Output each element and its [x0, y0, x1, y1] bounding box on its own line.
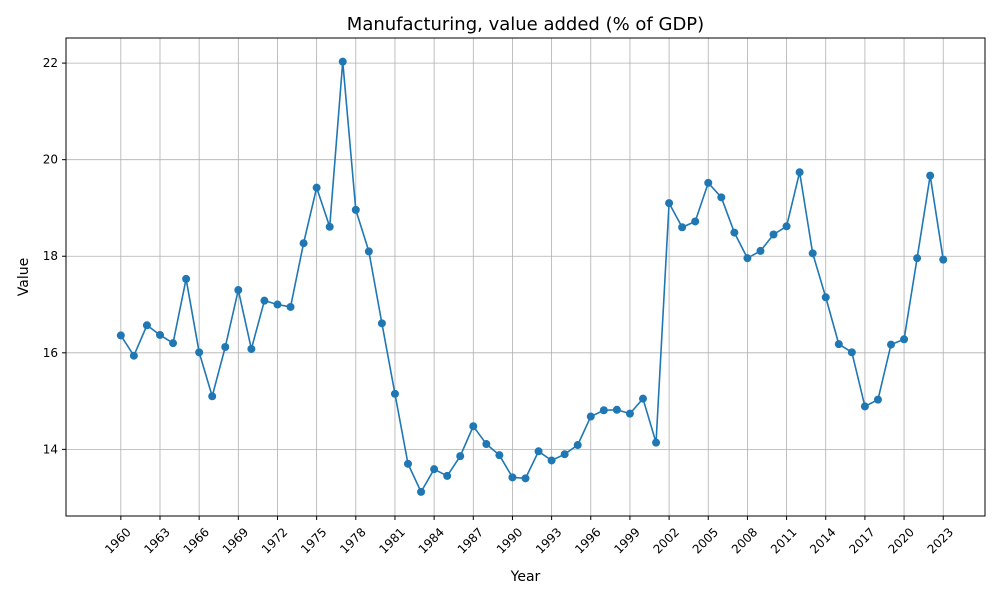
data-point [743, 254, 752, 263]
data-point [534, 447, 543, 456]
data-point [351, 205, 360, 214]
data-point [678, 223, 687, 232]
data-point [417, 487, 426, 496]
data-point [586, 412, 595, 421]
grid-lines [66, 38, 985, 516]
data-point [808, 249, 817, 258]
data-point [299, 239, 308, 248]
chart-title: Manufacturing, value added (% of GDP) [347, 14, 704, 35]
data-point [521, 474, 530, 483]
data-point [756, 246, 765, 255]
data-point [221, 343, 230, 352]
data-point [847, 348, 856, 357]
data-point [730, 228, 739, 237]
data-point [821, 293, 830, 302]
data-point [469, 422, 478, 431]
data-point [599, 406, 608, 415]
data-point [508, 473, 517, 482]
data-point [573, 441, 582, 450]
data-point [404, 459, 413, 468]
data-point [939, 255, 948, 264]
data-point [834, 340, 843, 349]
y-tick-label: 20 [43, 153, 58, 167]
data-point [782, 222, 791, 231]
plot-area-frame [65, 37, 986, 517]
data-point [717, 193, 726, 202]
data-point [625, 409, 634, 418]
data-point [338, 57, 347, 66]
data-point [638, 394, 647, 403]
series-line [120, 60, 945, 493]
data-point [900, 335, 909, 344]
data-point [612, 405, 621, 414]
data-point [247, 344, 256, 353]
data-point [312, 183, 321, 192]
data-point [195, 348, 204, 357]
y-axis-label: Value [16, 258, 32, 296]
data-point [873, 395, 882, 404]
data-point [273, 300, 282, 309]
data-point [547, 456, 556, 465]
data-point [860, 402, 869, 411]
data-point [390, 389, 399, 398]
data-point [182, 274, 191, 283]
data-point [769, 230, 778, 239]
data-point [116, 331, 125, 340]
data-point [456, 452, 465, 461]
data-point [887, 340, 896, 349]
data-point [495, 451, 504, 460]
data-point [795, 168, 804, 177]
data-point [430, 465, 439, 474]
data-point [208, 392, 217, 401]
data-point [652, 438, 661, 447]
y-tick-label: 16 [43, 346, 58, 360]
data-point [260, 296, 269, 305]
data-point [129, 351, 138, 360]
data-point [482, 440, 491, 449]
data-point [691, 217, 700, 226]
data-point [913, 254, 922, 263]
data-point [234, 286, 243, 295]
y-tick-label: 18 [43, 249, 58, 263]
data-point [560, 450, 569, 459]
x-axis-label: Year [510, 569, 541, 585]
y-tick-label: 14 [43, 442, 58, 456]
series-layer [116, 57, 948, 496]
data-point [155, 330, 164, 339]
data-point [665, 199, 674, 208]
data-point [325, 222, 334, 231]
data-point [169, 339, 178, 348]
data-point [926, 171, 935, 180]
data-point [443, 471, 452, 480]
data-point [286, 302, 295, 311]
data-point [377, 319, 386, 328]
data-point [364, 247, 373, 256]
data-point [704, 178, 713, 187]
y-tick-label: 22 [43, 56, 58, 70]
data-point [142, 321, 151, 330]
